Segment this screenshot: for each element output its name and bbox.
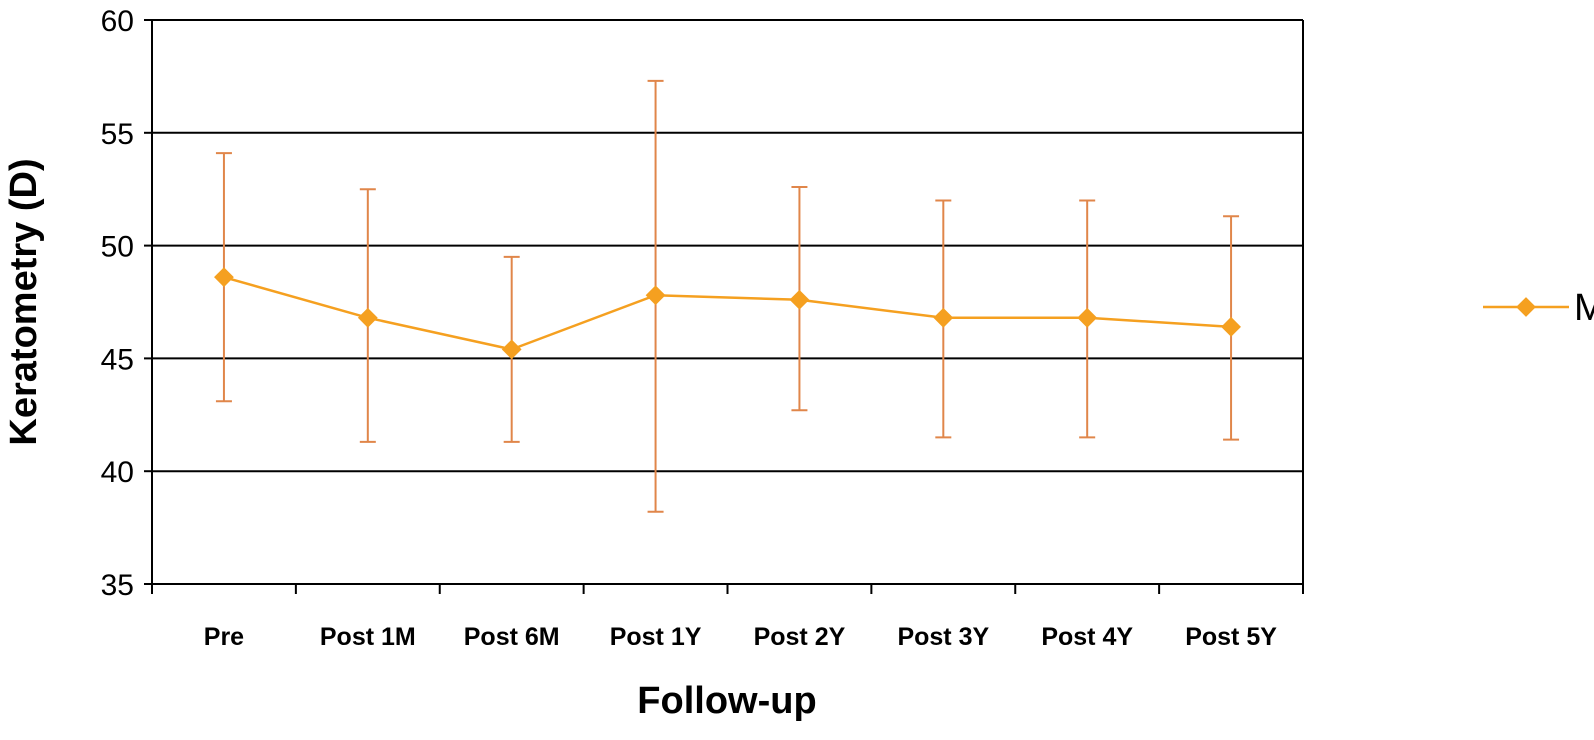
y-tick-label-40: 40	[101, 456, 134, 489]
y-tick-label-55: 55	[101, 118, 134, 151]
x-tick-label-post-1m: Post 1M	[320, 623, 416, 651]
series-line-0	[223, 275, 1232, 351]
x-tick-label-post-4y: Post 4Y	[1041, 623, 1133, 651]
x-tick-label-post-1y: Post 1Y	[610, 623, 702, 651]
x-axis-title: Follow-up	[637, 680, 816, 722]
data-point-0	[214, 267, 234, 288]
y-tick-label-45: 45	[101, 343, 134, 376]
legend: Mean K	[1483, 287, 1594, 329]
series-markers	[214, 267, 1241, 360]
y-axis-title: Keratometry (D)	[3, 158, 45, 445]
x-tick-label-post-2y: Post 2Y	[754, 623, 846, 651]
y-tick-label-35: 35	[101, 569, 134, 602]
grid-lines	[152, 19, 1303, 473]
legend-label-mean-k: Mean K	[1574, 287, 1594, 329]
y-tick-label-50: 50	[101, 231, 134, 264]
x-tick-label-post-6m: Post 6M	[464, 623, 560, 651]
data-point-1	[357, 307, 378, 328]
data-point-6	[1077, 307, 1098, 328]
data-point-5	[933, 307, 954, 328]
y-tick-labels: 35 40 45 50 55 60	[101, 5, 134, 602]
series-lines	[223, 275, 1232, 351]
data-point-2	[501, 339, 522, 360]
data-point-3	[645, 285, 666, 306]
x-tick-label-post-3y: Post 3Y	[897, 623, 989, 651]
x-tick-labels: Pre Post 1M Post 6M Post 1Y Post 2Y Post 3Y Po…	[204, 623, 1277, 651]
data-point-4	[789, 289, 810, 310]
x-tick-label-post-5y: Post 5Y	[1185, 623, 1277, 651]
legend-marker-diamond	[1516, 297, 1536, 317]
data-point-7	[1221, 316, 1241, 337]
x-tick-label-pre: Pre	[204, 623, 244, 651]
axes	[144, 19, 1304, 594]
y-tick-label-60: 60	[101, 5, 134, 38]
